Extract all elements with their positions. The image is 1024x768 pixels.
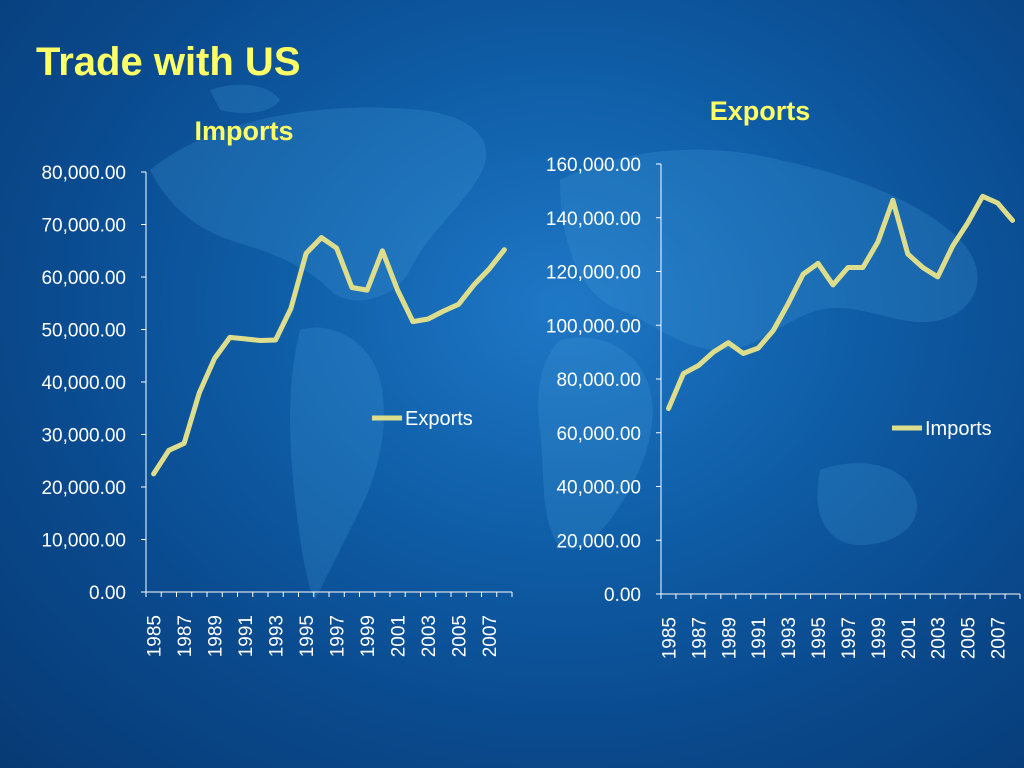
imports-y-tick-label: 80,000.00 [41,163,126,184]
exports-legend: Imports [892,418,992,440]
imports-x-tick-label: 2007 [480,615,501,657]
exports-x-tick-label: 2001 [899,617,920,659]
imports-y-tick-label: 30,000.00 [41,426,126,447]
imports-x-tick-label: 1997 [328,615,349,657]
exports-chart-title: Exports [710,96,811,126]
imports-x-tick-label: 1987 [175,615,196,657]
imports-x-tick-label: 1995 [297,615,318,657]
exports-y-tick-label: 140,000.00 [546,209,641,230]
exports-y-tick-label: 20,000.00 [556,531,641,552]
exports-legend-label: Imports [925,418,992,440]
exports-x-axis-ticks: 1985 1987 1989 1991 1993 1995 1997 1999 2001 2003… [659,594,1021,659]
exports-x-tick-label: 1993 [779,617,800,659]
imports-x-axis-ticks: 1985 1987 1989 1991 1993 1995 1997 1999 2001 2003… [145,592,513,657]
exports-y-axis-ticks: 0.00 20,000.00 40,000.00 60,000.00 80,000.00… [546,155,661,606]
imports-x-tick-label: 1991 [236,615,257,657]
slide-title: Trade with US [36,40,301,84]
exports-axes [660,164,1020,595]
exports-x-tick-label: 2003 [929,617,950,659]
exports-x-tick-label: 1999 [869,617,890,659]
exports-y-tick-label: 40,000.00 [556,478,641,499]
imports-x-tick-label: 2003 [419,615,440,657]
imports-y-axis-ticks: 0.00 10,000.00 20,000.00 30,000.00 40,000.00… [41,163,146,604]
exports-y-tick-label: 60,000.00 [556,424,641,445]
exports-x-tick-label: 1991 [749,617,770,659]
imports-y-tick-label: 10,000.00 [41,531,126,552]
imports-y-tick-label: 70,000.00 [41,216,126,237]
imports-y-tick-label: 20,000.00 [41,478,126,499]
exports-x-tick-label: 1987 [689,617,710,659]
exports-y-tick-label: 0.00 [604,585,641,606]
exports-x-tick-label: 1985 [659,617,680,659]
exports-y-tick-label: 100,000.00 [546,316,641,337]
imports-x-tick-label: 1999 [358,615,379,657]
imports-x-tick-label: 1993 [267,615,288,657]
exports-x-tick-label: 2007 [989,617,1010,659]
imports-x-tick-label: 2005 [450,615,471,657]
exports-series [666,193,1015,412]
exports-x-tick-label: 2005 [959,617,980,659]
imports-y-tick-label: 50,000.00 [41,321,126,342]
exports-y-tick-label: 160,000.00 [546,155,641,176]
exports-y-tick-label: 80,000.00 [556,370,641,391]
imports-axes [145,172,512,593]
exports-x-tick-label: 1995 [809,617,830,659]
imports-legend-label: Exports [405,408,473,430]
imports-x-tick-label: 1985 [145,615,166,657]
imports-y-tick-label: 0.00 [89,583,126,604]
imports-chart-title: Imports [194,116,293,146]
imports-y-tick-label: 60,000.00 [41,268,126,289]
exports-series-line [666,193,1015,412]
exports-x-tick-label: 1997 [839,617,860,659]
imports-y-tick-label: 40,000.00 [41,373,126,394]
imports-legend: Exports [372,408,473,430]
imports-x-tick-label: 1989 [206,615,227,657]
imports-x-tick-label: 2001 [389,615,410,657]
exports-x-tick-label: 1989 [719,617,740,659]
imports-series [151,235,507,477]
imports-series-line [151,235,507,477]
exports-y-tick-label: 120,000.00 [546,263,641,284]
